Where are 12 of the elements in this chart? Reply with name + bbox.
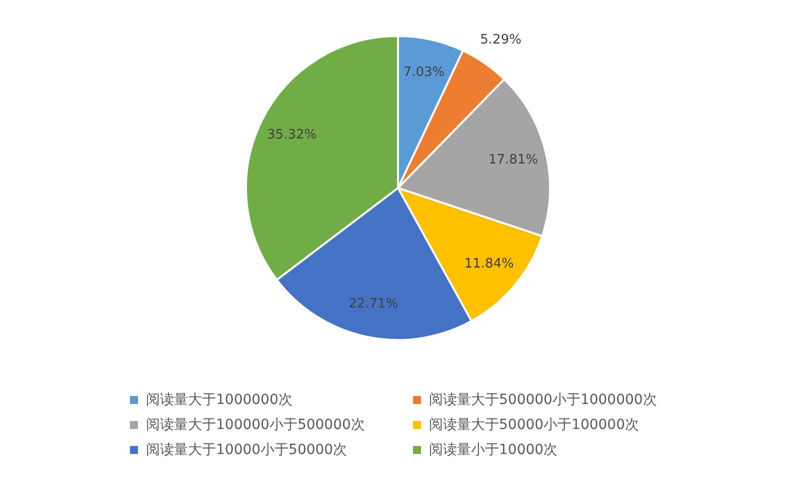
legend-label: 阅读量大于100000小于500000次 (146, 416, 365, 434)
data-label: 35.32% (267, 128, 317, 143)
data-label: 11.84% (464, 256, 514, 272)
legend-label: 阅读量大于1000000次 (146, 391, 292, 409)
data-label: 17.81% (488, 152, 538, 168)
legend-label: 阅读量大于500000小于1000000次 (429, 391, 657, 409)
data-label: 5.29% (480, 32, 522, 48)
legend-label: 阅读量大于50000小于100000次 (429, 416, 639, 434)
legend-label: 阅读量小于10000次 (429, 441, 558, 459)
data-label: 22.71% (348, 296, 398, 312)
legend-label: 阅读量大于10000小于50000次 (146, 441, 348, 459)
data-label: 7.03% (403, 64, 445, 80)
